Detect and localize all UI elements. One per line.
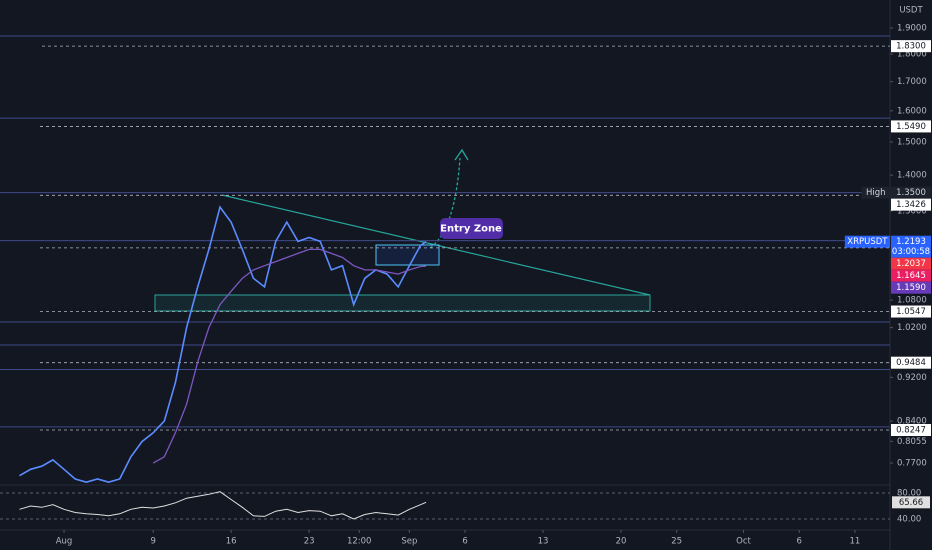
price-label-box <box>891 186 931 199</box>
price-label: 1.5490 <box>896 122 926 132</box>
price-tag: XRPUSDT <box>847 237 888 247</box>
price-label-box <box>891 120 931 133</box>
support-zone <box>154 294 651 312</box>
rsi-tick-label: 80.00 <box>897 488 921 498</box>
x-tick-label: 16 <box>226 537 237 547</box>
price-label: 1.3426 <box>896 200 926 210</box>
y-tick-label: 1.8000 <box>897 50 927 60</box>
price-line <box>19 205 427 484</box>
entry-label: Entry Zone <box>440 224 502 235</box>
price-label-box <box>891 257 931 270</box>
y-tick-label: 1.5000 <box>897 137 927 147</box>
y-tick-label: 0.9200 <box>897 373 927 383</box>
x-tick-label: 23 <box>304 537 315 547</box>
y-tick-label: 0.8400 <box>897 417 927 427</box>
y-tick-label: 1.7000 <box>897 77 927 87</box>
price-label-box <box>891 40 931 53</box>
y-tick-label: 1.6000 <box>897 106 927 116</box>
countdown: 03:00:58 <box>892 247 930 257</box>
price-label: 0.8247 <box>896 426 926 436</box>
arrow-curve <box>429 157 461 249</box>
currency: USDT <box>899 6 923 16</box>
y-tick-label: 1.9000 <box>897 24 927 34</box>
rsi-line <box>19 491 427 520</box>
rsi-last-label: 65.66 <box>899 498 923 508</box>
x-tick-label: Oct <box>736 537 751 547</box>
y-tick-label: 1.0800 <box>897 296 927 306</box>
price-tag-box <box>861 186 890 199</box>
price-label: 1.2193 <box>896 237 926 247</box>
price-label-box <box>891 198 931 211</box>
rsi-tick-label: 40.00 <box>897 515 921 525</box>
price-label-box <box>891 269 931 282</box>
x-tick-label: 6 <box>462 537 467 547</box>
price-label: 0.9484 <box>896 358 926 368</box>
price-label-box <box>891 305 931 318</box>
price-label: 1.8300 <box>896 42 926 52</box>
x-tick-label: 25 <box>671 537 682 547</box>
price-label: 1.3500 <box>896 188 926 198</box>
price-label: 1.0547 <box>896 307 926 317</box>
x-tick-label: 13 <box>538 537 549 547</box>
y-tick-label: 0.7700 <box>897 459 927 469</box>
rsi-last-box <box>892 496 930 509</box>
price-label-box <box>891 356 931 369</box>
entry-bubble <box>440 218 503 239</box>
price-label: 1.1645 <box>896 271 926 281</box>
y-tick-label: 1.4000 <box>897 171 927 181</box>
price-line <box>152 248 427 464</box>
price-label-box <box>891 424 931 437</box>
y-tick-label: 1.0200 <box>897 323 927 333</box>
price-label: 1.1590 <box>896 283 926 293</box>
price-label-box <box>891 281 931 294</box>
arrow-head <box>454 148 469 161</box>
price-label-box <box>891 235 931 258</box>
x-tick-label: 9 <box>150 537 155 547</box>
x-tick-label: 6 <box>797 537 802 547</box>
x-tick-label: Sep <box>401 537 417 547</box>
price-tag-box <box>844 235 890 248</box>
x-tick-label: Aug <box>56 537 73 547</box>
entry-box <box>375 244 440 266</box>
x-tick-label: 11 <box>849 537 860 547</box>
y-tick-label: 1.3000 <box>897 206 927 216</box>
x-tick-label: 20 <box>616 537 627 547</box>
x-tick-label: 12:00 <box>347 537 372 547</box>
y-tick-label: 0.8055 <box>897 437 927 447</box>
price-tag: High <box>866 188 886 198</box>
price-label: 1.2037 <box>896 259 926 269</box>
